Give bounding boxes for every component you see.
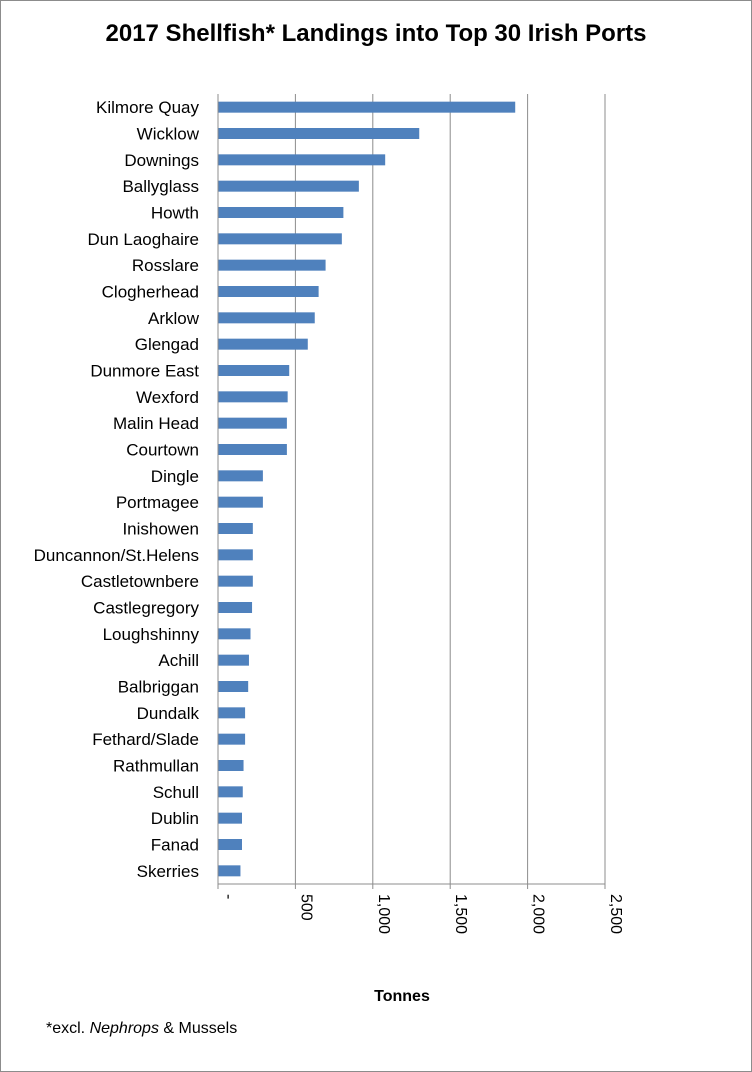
- bar: [218, 654, 249, 666]
- bars: [218, 101, 516, 877]
- category-label: Dublin: [151, 809, 199, 828]
- bar: [218, 865, 241, 877]
- category-label: Fanad: [151, 836, 199, 855]
- category-label: Castlegregory: [93, 599, 199, 618]
- bar: [218, 496, 263, 508]
- bar: [218, 812, 242, 824]
- bar: [218, 128, 420, 139]
- category-label: Rathmullan: [113, 757, 199, 776]
- category-label: Rosslare: [132, 256, 199, 275]
- category-label: Balbriggan: [118, 678, 199, 697]
- bar: [218, 760, 244, 771]
- bar: [218, 549, 253, 561]
- category-label: Downings: [124, 151, 199, 170]
- category-label: Glengad: [135, 335, 199, 354]
- bar: [218, 733, 246, 745]
- category-label: Duncannon/St.Helens: [34, 546, 199, 565]
- category-label: Fethard/Slade: [92, 730, 199, 749]
- bar: [218, 470, 263, 482]
- x-tick-label: 2,000: [530, 894, 547, 934]
- category-label: Castletownbere: [81, 572, 199, 591]
- bar: [218, 312, 315, 324]
- bar: [218, 523, 253, 534]
- bar: [218, 365, 290, 376]
- bar: [218, 101, 516, 113]
- footnote-italic: Nephrops: [89, 1020, 159, 1037]
- footnote-suffix: & Mussels: [158, 1020, 238, 1037]
- category-label: Ballyglass: [122, 177, 199, 196]
- category-label: Loughshinny: [103, 625, 200, 644]
- category-label: Arklow: [148, 309, 200, 328]
- x-axis-label: Tonnes: [374, 988, 430, 1005]
- bar: [218, 786, 243, 798]
- bar: [218, 444, 287, 455]
- bar: [218, 707, 246, 719]
- bar: [218, 391, 288, 403]
- category-label: Dun Laoghaire: [87, 230, 199, 249]
- category-label: Achill: [158, 651, 199, 670]
- x-tick-label: 2,500: [607, 894, 624, 934]
- category-label: Courtown: [126, 441, 199, 460]
- bar: [218, 681, 249, 692]
- x-tick-label: 1,000: [375, 894, 392, 934]
- bar: [218, 602, 253, 613]
- bar: [218, 839, 242, 850]
- footnote-prefix: *excl.: [46, 1020, 90, 1037]
- x-tick-label: -: [220, 894, 237, 899]
- bar: [218, 575, 253, 587]
- category-label: Wexford: [136, 388, 199, 407]
- chart-title: 2017 Shellfish* Landings into Top 30 Iri…: [105, 20, 647, 47]
- category-label: Howth: [151, 204, 199, 223]
- bar: [218, 180, 359, 192]
- category-label: Clogherhead: [102, 283, 199, 302]
- category-label: Kilmore Quay: [96, 98, 199, 117]
- bar: [218, 338, 308, 350]
- category-label: Skerries: [137, 862, 199, 881]
- bar: [218, 628, 251, 640]
- bar: [218, 286, 319, 297]
- category-label: Malin Head: [113, 414, 199, 433]
- category-label: Schull: [153, 783, 199, 802]
- category-label: Dunmore East: [90, 362, 199, 381]
- footnote: *excl. Nephrops & Mussels: [46, 1020, 237, 1038]
- bar: [218, 417, 287, 429]
- bar: [218, 259, 326, 271]
- category-label: Dingle: [151, 467, 199, 486]
- bar: [218, 154, 386, 166]
- gridlines: [217, 94, 606, 889]
- x-tick-label: 500: [297, 894, 314, 921]
- category-label: Wicklow: [137, 125, 200, 144]
- bar: [218, 233, 342, 245]
- category-label: Dundalk: [137, 704, 200, 723]
- category-label: Inishowen: [122, 520, 199, 539]
- category-label: Portmagee: [116, 493, 199, 512]
- x-tick-label: 1,500: [452, 894, 469, 934]
- bar: [218, 207, 344, 218]
- tick-labels: - 500 1,000 1,500 2,000 2,500: [220, 894, 624, 934]
- category-labels: Kilmore Quay Wicklow Downings Ballyglass How…: [34, 98, 200, 881]
